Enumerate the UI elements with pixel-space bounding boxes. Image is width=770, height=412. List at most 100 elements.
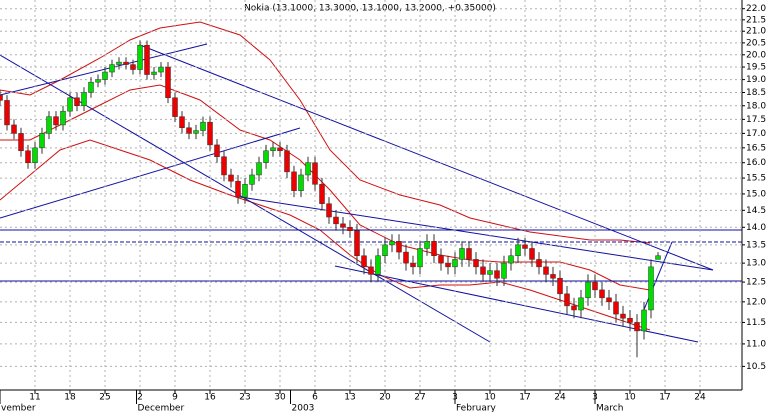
candle-body <box>326 203 332 218</box>
candle-body <box>417 248 423 268</box>
y-tick-label: 14.5 <box>746 206 766 216</box>
candle-body <box>32 147 38 163</box>
x-tick-label: 25 <box>99 393 110 403</box>
candle-body <box>333 216 339 225</box>
x-tick-label: 9 <box>172 393 178 403</box>
candle-body <box>81 92 87 107</box>
candle-body <box>480 266 486 275</box>
candle-body <box>529 248 535 260</box>
x-tick-label: 17 <box>659 393 670 403</box>
candle-body <box>242 184 248 198</box>
x-tick-label: 18 <box>64 393 76 403</box>
candle-body <box>277 147 283 152</box>
candle-body <box>508 255 514 264</box>
y-tick-label: 15.0 <box>746 189 766 199</box>
candle-body <box>452 259 458 268</box>
candle-body <box>473 259 479 268</box>
candle-body <box>39 133 45 149</box>
trendlines <box>0 43 742 343</box>
candle-body <box>46 116 52 134</box>
y-tick-label: 12.5 <box>746 278 766 288</box>
candle-body <box>88 81 94 93</box>
candle-body <box>4 100 10 126</box>
trendline <box>0 43 208 96</box>
x-tick-label: 6 <box>312 393 318 403</box>
candle-body <box>648 266 654 311</box>
x-tick-label: 30 <box>274 393 286 403</box>
y-tick-label: 14.0 <box>746 223 766 233</box>
candle-body <box>193 130 199 134</box>
candle-body <box>186 127 192 134</box>
y-tick-label: 16.0 <box>746 158 766 168</box>
candle-body <box>599 289 605 299</box>
candle-body <box>235 180 241 198</box>
x-tick-label: 2 <box>137 393 143 403</box>
candle-body <box>60 110 66 126</box>
candle-body <box>438 255 444 264</box>
y-tick-label: 17.5 <box>746 115 766 125</box>
candle-body <box>151 71 157 75</box>
candle-body <box>424 241 430 249</box>
x-tick-label: 13 <box>344 393 355 403</box>
candle-body <box>403 251 409 264</box>
candle-body <box>270 147 276 152</box>
candle-body <box>522 244 528 249</box>
x-tick-label: 27 <box>414 393 425 403</box>
candle-body <box>0 94 3 101</box>
candle-body <box>431 241 437 256</box>
x-tick-label: 10 <box>484 393 496 403</box>
trendline <box>0 127 301 219</box>
candle-body <box>200 121 206 131</box>
candle-body <box>228 174 234 182</box>
candle-body <box>641 309 647 332</box>
candle-body <box>382 244 388 256</box>
candle-body <box>466 248 472 260</box>
candle-body <box>347 227 353 232</box>
candle-body <box>634 322 640 332</box>
candle-body <box>361 255 367 268</box>
upper-band <box>0 21 651 244</box>
candle-body <box>494 270 500 279</box>
y-tick-label: 13.0 <box>746 259 766 269</box>
month-label: March <box>596 404 623 412</box>
candle-body <box>550 274 556 279</box>
candle-body <box>578 297 584 311</box>
candle-body <box>319 184 325 204</box>
candle-body <box>207 121 213 146</box>
candle-body <box>515 244 521 256</box>
y-tick-label: 13.5 <box>746 240 766 250</box>
candle-body <box>284 150 290 173</box>
candle-body <box>312 162 318 185</box>
candle-body <box>459 248 465 260</box>
x-tick-label: 10 <box>624 393 636 403</box>
candle-body <box>263 150 269 163</box>
candle-body <box>53 116 59 126</box>
candle-body <box>410 262 416 268</box>
candle-body <box>130 64 136 70</box>
candle-body <box>340 223 346 228</box>
candle-body <box>179 116 185 128</box>
candle-body <box>109 64 115 73</box>
y-tick-label: 11.0 <box>746 339 766 349</box>
candle-body <box>501 262 507 279</box>
candle-body <box>375 255 381 275</box>
trendline <box>139 44 714 271</box>
y-tick-label: 10.5 <box>746 362 766 372</box>
month-label: vember <box>1 404 36 412</box>
x-tick-label: 24 <box>694 393 706 403</box>
candle-body <box>389 241 395 246</box>
middle-band <box>0 84 651 291</box>
y-tick-label: 12.0 <box>746 297 766 307</box>
candle-body <box>557 277 563 295</box>
candle-body <box>487 270 493 275</box>
y-tick-label: 18.5 <box>746 88 766 98</box>
candle-body <box>543 266 549 275</box>
x-tick-label: 23 <box>239 393 250 403</box>
candle-body <box>655 255 661 260</box>
candle-body <box>249 174 255 185</box>
y-tick-label: 18.0 <box>746 101 766 111</box>
candle-body <box>123 61 129 65</box>
candle-body <box>585 281 591 299</box>
candle-body <box>564 293 570 307</box>
candle-body <box>95 79 101 83</box>
